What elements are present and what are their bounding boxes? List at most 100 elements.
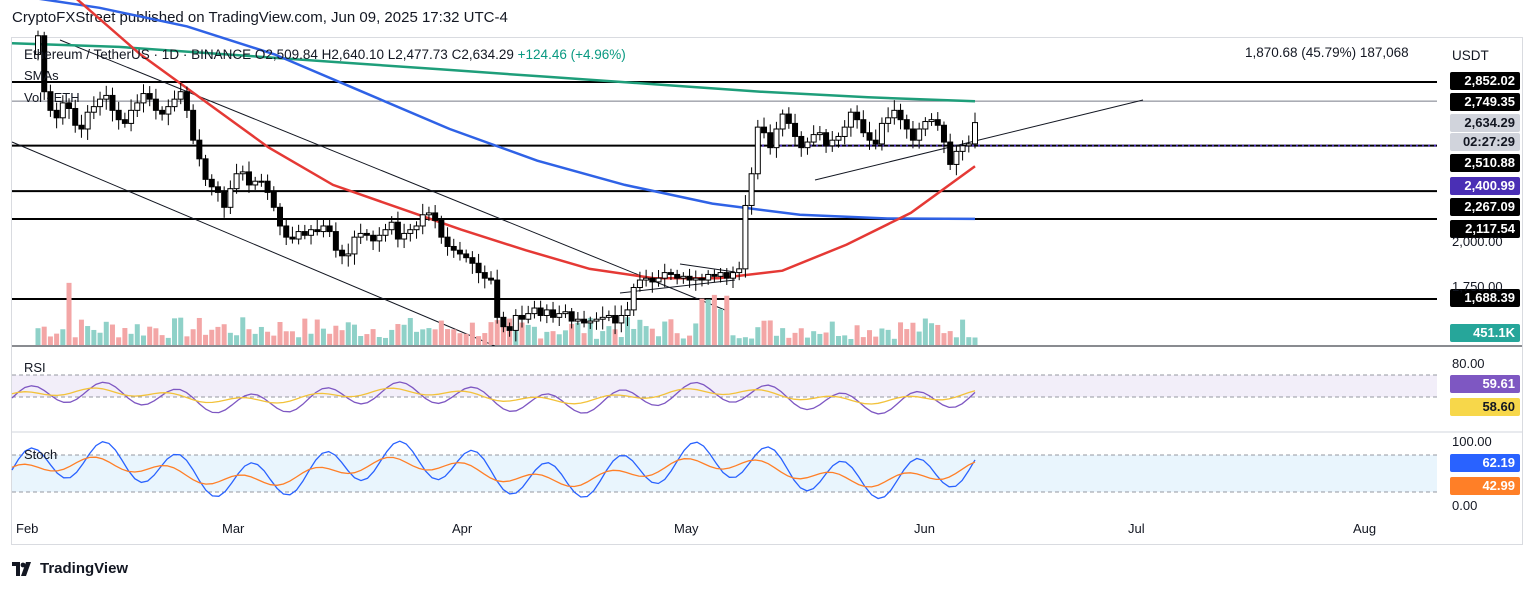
volume-bar <box>662 321 668 345</box>
volume-bar <box>538 338 544 345</box>
volume-bar <box>935 324 941 345</box>
candle-body <box>972 122 978 145</box>
candle-body <box>792 122 799 137</box>
candle-body <box>239 171 246 175</box>
volume-bar <box>625 317 631 345</box>
candle-body <box>202 158 209 180</box>
candle-body <box>432 212 439 221</box>
volume-bar <box>842 335 848 345</box>
flag-trendline <box>619 279 736 294</box>
volume-bar <box>749 338 755 345</box>
volume-bar <box>172 318 178 345</box>
candle-body <box>134 102 141 111</box>
volume-bar <box>600 331 606 345</box>
price-tag: 451.1K <box>1450 324 1520 342</box>
month-apr: Apr <box>452 521 473 536</box>
volume-bar <box>693 323 699 345</box>
volume-bar <box>227 332 233 345</box>
tradingview-logo[interactable]: TradingView <box>12 560 128 577</box>
candle-body <box>115 109 122 121</box>
candle-body <box>810 134 817 143</box>
volume-bar <box>370 329 376 345</box>
volume-bar <box>786 337 792 345</box>
candle-body <box>159 109 166 115</box>
volume-bar <box>140 335 146 345</box>
candle-body <box>97 98 104 108</box>
volume-bar <box>327 333 333 345</box>
candle-body <box>643 277 650 281</box>
candle-body <box>705 273 712 281</box>
month-may: May <box>674 521 699 536</box>
volume-bar <box>494 320 500 345</box>
volume-bar <box>215 326 221 345</box>
candle-body <box>878 122 885 145</box>
volume-bar <box>382 337 388 345</box>
volume-bar <box>736 338 742 345</box>
candle-body <box>965 143 972 147</box>
volume-bar <box>320 328 326 345</box>
volume-bar <box>972 337 978 345</box>
volume-bar <box>457 333 463 345</box>
volume-bar <box>544 331 550 345</box>
candle-body <box>531 307 538 315</box>
candle-body <box>494 279 501 318</box>
volume-bar <box>593 338 599 345</box>
price-tag: 58.60 <box>1450 398 1520 416</box>
candle-body <box>252 180 259 186</box>
volume-bar <box>196 317 202 345</box>
currency-button[interactable]: USDT <box>1452 48 1489 63</box>
volume-bar <box>556 334 562 345</box>
volume-bar <box>898 322 904 345</box>
volume-bar <box>420 329 426 345</box>
volume-bar <box>488 322 494 345</box>
candle-body <box>401 232 408 240</box>
candle-body <box>550 309 557 318</box>
volume-bar <box>519 322 525 345</box>
candle-body <box>35 35 41 55</box>
candle-body <box>245 171 252 186</box>
volume-bar <box>525 324 531 345</box>
price-tag: 2,400.99 <box>1450 177 1520 195</box>
candle-body <box>469 257 476 264</box>
candle-body <box>599 316 606 320</box>
volume-bar <box>85 326 91 345</box>
volume-bar <box>414 331 420 345</box>
candle-body <box>487 277 494 281</box>
candle-body <box>928 119 935 123</box>
volume-bar <box>159 335 165 345</box>
volume-bar <box>798 328 804 345</box>
candle-body <box>785 113 792 124</box>
candle-body <box>332 231 339 251</box>
volume-bar <box>333 325 339 345</box>
candle-body <box>754 126 761 175</box>
candle-body <box>711 273 718 277</box>
volume-bar <box>302 318 308 345</box>
candle-body <box>940 124 947 143</box>
volume-bar <box>165 337 171 345</box>
month-feb: Feb <box>16 521 39 536</box>
month-jul: Jul <box>1128 521 1145 536</box>
volume-bar <box>811 331 817 345</box>
volume-bar <box>252 333 258 345</box>
volume-bar <box>308 333 314 345</box>
axis-label-rsi-80: 80.00 <box>1452 356 1485 371</box>
volume-bar <box>122 328 128 345</box>
volume-bar <box>203 334 209 345</box>
volume-label: Vol · ETH <box>24 90 80 105</box>
ohlc-close: C2,634.29 <box>451 47 514 62</box>
descending-trendline <box>59 39 726 311</box>
sma-100-line <box>38 0 976 221</box>
candle-body <box>605 314 612 318</box>
ohlc-low: L2,477.73 <box>387 47 448 62</box>
candle-body <box>667 272 674 275</box>
volume-bar <box>885 329 891 345</box>
volume-bar <box>879 328 885 345</box>
volume-bar <box>116 337 122 345</box>
candle-body <box>723 272 730 279</box>
volume-bar <box>575 322 581 345</box>
axis-label-stoch-0: 0.00 <box>1452 498 1478 513</box>
volume-bar <box>581 333 587 345</box>
volume-bar <box>283 331 289 345</box>
candle-body <box>655 277 662 283</box>
